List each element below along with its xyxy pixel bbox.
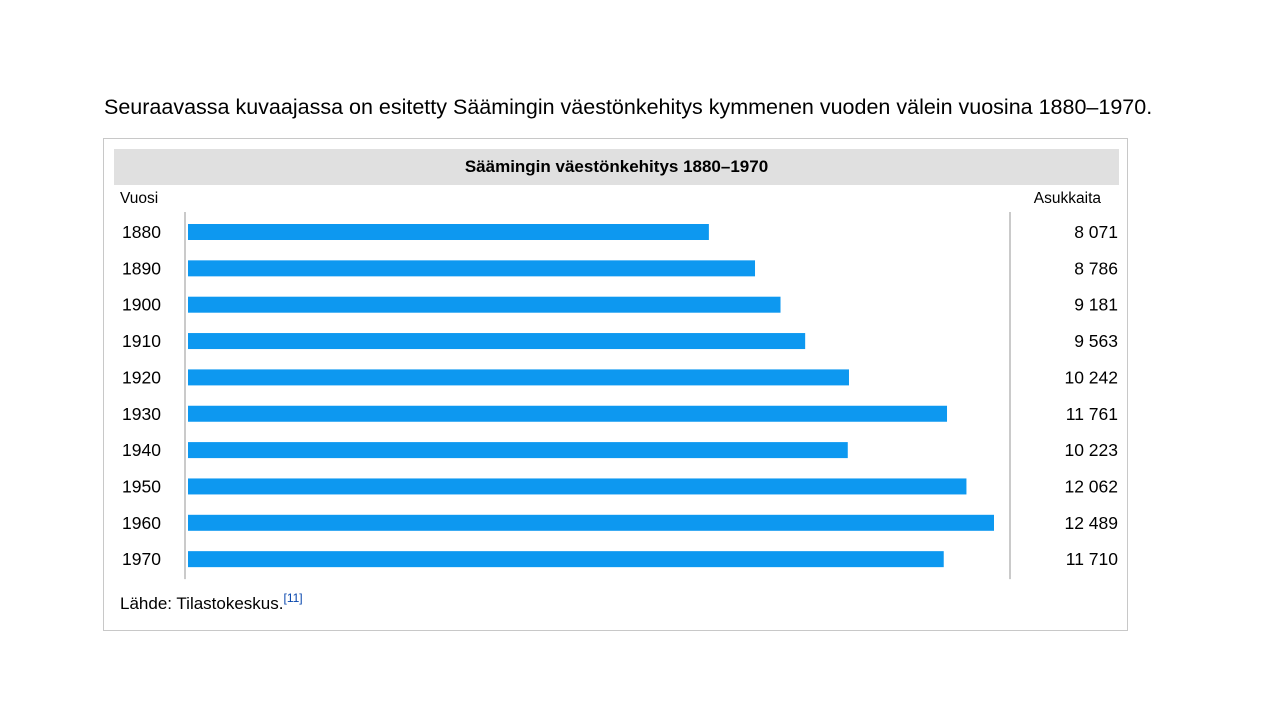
population-value-label: 12 489 — [1064, 513, 1118, 533]
intro-text: Seuraavassa kuvaajassa on esitetty Säämi… — [104, 95, 1153, 119]
year-label: 1940 — [122, 440, 161, 460]
year-label: 1920 — [122, 367, 161, 387]
year-label: 1890 — [122, 258, 161, 278]
source-reference-link[interactable]: [11] — [283, 591, 303, 605]
year-label: 1880 — [122, 222, 161, 242]
population-value-label: 8 786 — [1074, 258, 1118, 278]
population-bar — [188, 478, 967, 495]
population-bar — [188, 514, 994, 531]
chart-title: Säämingin väestönkehitys 1880–1970 — [114, 149, 1119, 185]
population-value-label: 10 242 — [1064, 367, 1118, 387]
population-bar — [188, 333, 806, 350]
population-bar — [188, 224, 709, 240]
population-bar — [188, 551, 944, 568]
population-bar — [188, 260, 756, 277]
population-bar — [188, 296, 781, 313]
population-bar — [188, 405, 948, 422]
year-label: 1930 — [122, 404, 161, 424]
population-value-label: 11 761 — [1066, 404, 1118, 424]
year-label: 1960 — [122, 513, 161, 533]
population-value-label: 11 710 — [1066, 549, 1118, 569]
chart-box: Säämingin väestönkehitys 1880–1970 Vuosi… — [103, 138, 1128, 631]
source-note: Lähde: Tilastokeskus.[11] — [120, 591, 303, 614]
population-value-label: 9 181 — [1074, 295, 1118, 315]
population-value-label: 10 223 — [1064, 440, 1118, 460]
population-value-label: 8 071 — [1074, 222, 1118, 242]
population-bar — [188, 369, 849, 386]
population-value-label: 12 062 — [1064, 476, 1118, 496]
population-value-label: 9 563 — [1074, 331, 1118, 351]
source-text: Lähde: Tilastokeskus. — [120, 594, 284, 613]
year-label: 1900 — [122, 295, 161, 315]
bar-plot: 1880 8 071 1890 8 786 1900 9 181 1910 9 563 1920… — [122, 212, 1118, 580]
year-label: 1950 — [122, 476, 161, 496]
population-bar — [188, 442, 848, 459]
year-label: 1910 — [122, 331, 161, 351]
population-column-header: Asukkaita — [1033, 190, 1101, 207]
year-column-header: Vuosi — [120, 190, 159, 207]
year-label: 1970 — [122, 549, 161, 569]
